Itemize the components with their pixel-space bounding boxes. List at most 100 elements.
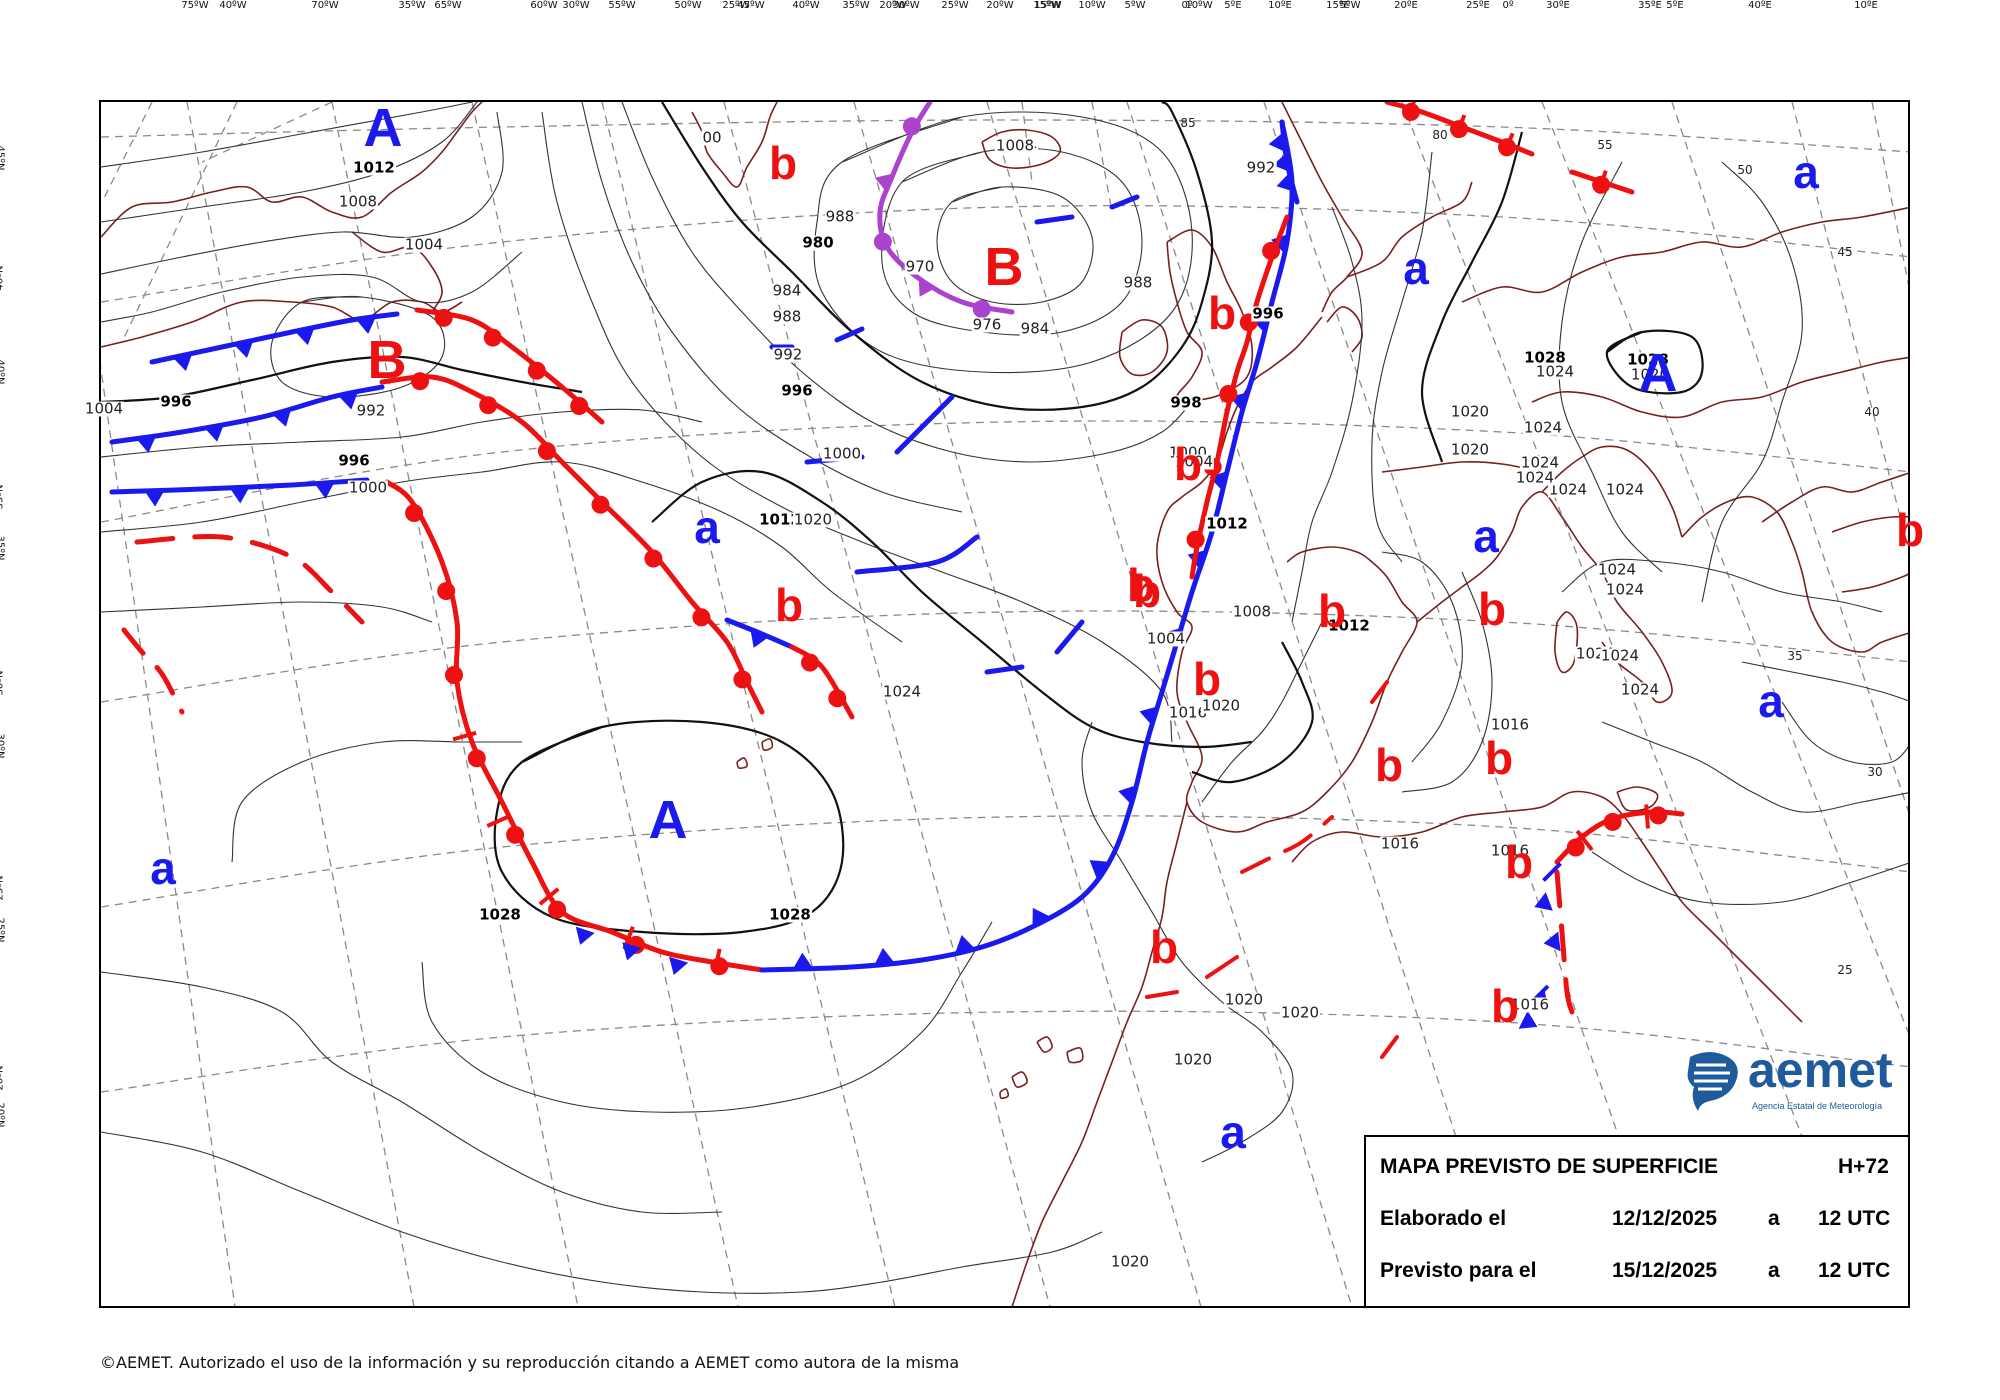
isobar <box>1591 851 1908 905</box>
coastline <box>736 757 748 770</box>
top-longitude-label: 5ºE <box>1224 0 1242 11</box>
warm-trough-line <box>134 533 365 625</box>
coastline <box>1761 472 1908 523</box>
low-pressure-center: b <box>1126 559 1156 611</box>
meridian-line <box>1871 102 1908 286</box>
isobar-label: 1016 <box>1509 995 1551 1014</box>
cold-front-triangle <box>271 408 292 427</box>
coastline <box>1118 319 1169 377</box>
right-latitude-label: 20ºN <box>0 1102 6 1128</box>
isobar <box>101 1131 1103 1294</box>
isobar-label: 1008 <box>994 136 1036 155</box>
coastline <box>761 738 774 751</box>
cold-front-triangle <box>229 486 250 504</box>
cold-front-triangle <box>233 340 254 359</box>
bottom-longitude-label: 35ºW <box>398 0 426 11</box>
warm-front <box>789 644 855 720</box>
warm-trough-line <box>1240 815 1334 874</box>
isobar-label: 1016 <box>1489 715 1531 734</box>
isobar <box>1601 721 1908 813</box>
coastline <box>101 102 483 238</box>
right-latitude-label: 30ºN <box>0 733 6 759</box>
bottom-longitude-label: 5ºW <box>1339 0 1361 11</box>
front-cross-mark <box>486 814 511 828</box>
isobar <box>1420 131 1524 463</box>
parallel-line <box>101 204 1908 303</box>
warm-front-dome <box>405 504 424 522</box>
valid-time: 12 UTC <box>1818 1259 1891 1282</box>
isobar-label: 1004 <box>83 399 125 418</box>
warm-front-dome <box>527 361 546 380</box>
warm-front-dome <box>548 900 567 919</box>
meridian-line <box>101 365 236 1306</box>
isobar <box>1371 151 1433 563</box>
trough-line <box>854 534 980 575</box>
meridian-line <box>471 102 739 1306</box>
meridian-line <box>601 102 896 1306</box>
warm-front-dome <box>445 666 463 684</box>
warm-front-dome <box>733 670 752 689</box>
isobar-label: 1028 <box>1626 350 1670 369</box>
isobar-label: 1012 <box>352 158 396 177</box>
top-longitude-label: 50ºW <box>674 0 702 11</box>
cold-front-triangle <box>792 952 813 969</box>
meridian-line <box>1126 102 1511 1306</box>
meridian-line <box>331 102 579 1306</box>
isobar-label: 996 <box>337 451 371 470</box>
isobar-label: 1028 <box>1523 348 1567 367</box>
trough-line <box>984 664 1025 675</box>
isobar <box>1701 161 1803 603</box>
top-longitude-label: 40ºE <box>1748 0 1772 11</box>
isobar-label: 1012 <box>1205 514 1249 533</box>
occluded-front <box>877 102 1015 315</box>
isobar <box>1741 661 1908 702</box>
isobar-label: 1024 <box>1599 646 1641 665</box>
cold-front-triangle <box>136 435 157 453</box>
made-a: a <box>1768 1207 1780 1230</box>
isobar-label: 1020 <box>1223 990 1265 1009</box>
forecast-step: H+72 <box>1838 1155 1889 1178</box>
parallel-line <box>101 119 1908 153</box>
grid-value-label: 80 <box>1432 128 1448 142</box>
top-longitude-label: 20ºW <box>986 0 1014 11</box>
cold-front-triangle <box>955 935 975 953</box>
isobar <box>270 295 446 398</box>
isobar-label: 1016 <box>1167 703 1209 722</box>
isobar-label: 992 <box>1245 158 1277 177</box>
isobar-label: 998 <box>1169 393 1203 412</box>
copyright-notice: ©AEMET. Autorizado el uso de la informac… <box>100 1353 960 1372</box>
surface-map <box>99 100 1910 1308</box>
cold-front-triangle <box>1543 931 1561 952</box>
isobar <box>1781 701 1908 766</box>
front-cross-mark <box>452 730 477 742</box>
meridian-line <box>1541 102 1908 1034</box>
info-title-row: MAPA PREVISTO DE SUPERFICIE H+72 <box>1380 1155 1894 1185</box>
warm-front-dome <box>411 372 429 391</box>
isobar <box>101 102 473 168</box>
cold-front-triangle <box>294 327 315 346</box>
top-longitude-label: 10ºE <box>1268 0 1292 11</box>
cold-front-triangle <box>750 629 769 648</box>
parallel-line <box>101 610 1908 703</box>
low-pressure-center: b <box>1895 504 1925 556</box>
warm-front-dome <box>692 608 711 627</box>
warm-front-dome <box>1186 530 1205 549</box>
occluded-front-triangle <box>918 277 937 297</box>
isobars <box>101 102 1908 1294</box>
high-pressure-center: A <box>648 790 688 850</box>
cold-front-triangle <box>575 926 595 945</box>
coastline <box>1681 495 1908 653</box>
isobar-label: 1028 <box>478 905 522 924</box>
trough-line <box>1054 619 1085 655</box>
bottom-longitude-label: 5ºE <box>1666 0 1684 11</box>
low-pressure-center: b <box>1317 585 1347 637</box>
map-title: MAPA PREVISTO DE SUPERFICIE <box>1380 1155 1718 1178</box>
top-longitude-label: 15ºE <box>1326 0 1350 11</box>
isobar <box>1201 621 1323 803</box>
top-longitude-label: 60ºW <box>530 0 558 11</box>
isobar-label: 1024 <box>1519 453 1561 472</box>
warm-front <box>414 307 605 425</box>
low-pressure-center: b <box>1192 653 1222 705</box>
warm-trough-line <box>121 627 185 715</box>
occluded-front-dome <box>972 300 991 318</box>
